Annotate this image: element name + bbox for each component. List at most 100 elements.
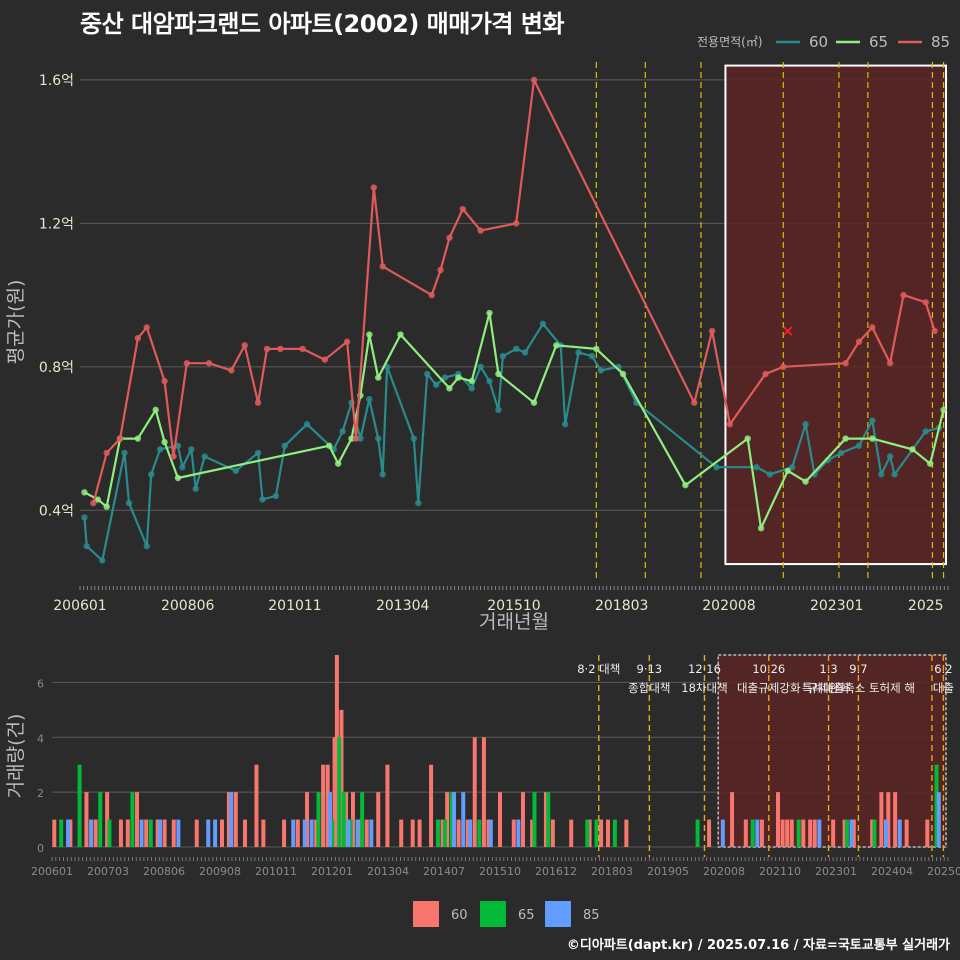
- policy-date-label: 6.2: [934, 662, 952, 676]
- data-point-85: [170, 453, 177, 460]
- volume-bar-60: [904, 819, 909, 847]
- policy-date-label: 12·16: [688, 662, 721, 676]
- volume-bar-60: [440, 819, 445, 847]
- data-point-60: [753, 464, 760, 471]
- volume-bar-60: [144, 819, 149, 847]
- volume-bar-85: [897, 819, 902, 847]
- policy-name-label: 18차대책: [681, 681, 727, 695]
- data-point-65: [530, 399, 538, 406]
- volume-bar-60: [233, 792, 238, 847]
- volume-bar-60: [339, 709, 344, 847]
- x-tick-label: 202110: [759, 865, 801, 878]
- data-point-60: [143, 542, 150, 550]
- data-point-60: [272, 492, 280, 500]
- volume-bar-60: [52, 819, 57, 847]
- volume-bar-60: [242, 819, 247, 847]
- data-point-60: [513, 345, 520, 353]
- policy-name-label: 대출규제강화: [737, 681, 801, 695]
- data-point-85: [869, 324, 876, 331]
- data-point-85: [437, 266, 444, 274]
- volume-bar-85: [468, 819, 473, 847]
- x-tick-label: 201510: [479, 865, 521, 878]
- data-point-60: [766, 471, 774, 478]
- volume-bar-85: [309, 819, 314, 847]
- volume-bar-65: [316, 792, 321, 847]
- data-point-85: [513, 220, 520, 227]
- y-tick-label: 6: [37, 677, 44, 690]
- price-chart-panel: 0.4억 0.8억 1.2억 1.6억 200601 200806 201011 201304…: [5, 62, 949, 633]
- volume-bar-60: [84, 792, 89, 847]
- volume-bar-85: [291, 819, 296, 847]
- data-point-85: [855, 338, 863, 345]
- legend-label-85: 85: [583, 908, 600, 923]
- y-axis-title: 거래량(건): [5, 714, 27, 799]
- y-axis-title: 평균가(원): [5, 280, 27, 365]
- series-line-65: [83, 311, 945, 530]
- policy-date-label: 1.3: [819, 662, 837, 676]
- data-point-85: [708, 327, 716, 335]
- volume-bar-60: [314, 819, 319, 847]
- source-footer: ©디아파트(dapt.kr) / 2025.07.16 / 자료=국토교통부 실…: [566, 938, 950, 953]
- data-point-60: [83, 542, 90, 550]
- volume-bar-60: [780, 819, 785, 847]
- data-point-65: [940, 406, 947, 414]
- data-point-85: [254, 399, 262, 406]
- legend-key-65: [480, 901, 506, 927]
- data-point-60: [375, 435, 382, 442]
- volume-bar-85: [936, 792, 941, 847]
- volume-bar-60: [282, 819, 287, 847]
- data-point-60: [886, 453, 894, 460]
- data-point-60: [81, 514, 88, 521]
- volume-bar-60: [254, 764, 259, 847]
- volume-bar-60: [456, 819, 461, 847]
- data-point-85: [90, 499, 97, 507]
- volume-bar-85: [817, 819, 822, 847]
- data-point-65: [348, 435, 355, 442]
- area-legend-bottom: 60 65 85: [413, 901, 600, 927]
- volume-bar-85: [849, 819, 854, 847]
- volume-bar-60: [775, 792, 780, 847]
- x-tick-label: 201803: [591, 865, 633, 878]
- volume-bar-60: [543, 792, 548, 847]
- data-point-85: [370, 184, 377, 191]
- data-point-60: [561, 421, 569, 428]
- data-point-60: [597, 367, 604, 374]
- policy-name-label: 규제완화: [807, 681, 850, 695]
- data-point-65: [103, 503, 110, 510]
- volume-bar-60: [569, 819, 574, 847]
- x-tick-label: 2025: [908, 598, 944, 614]
- data-point-65: [495, 370, 502, 378]
- data-point-85: [228, 367, 235, 374]
- volume-bar-60: [472, 737, 477, 847]
- volume-bar-60: [417, 819, 422, 847]
- volume-bar-60: [385, 764, 390, 847]
- data-point-60: [121, 449, 128, 457]
- data-point-65: [842, 435, 849, 442]
- volume-bar-85: [327, 792, 332, 847]
- volume-bar-60: [429, 764, 434, 847]
- data-point-65: [326, 442, 333, 449]
- data-point-85: [183, 360, 191, 367]
- volume-bar-65: [442, 819, 447, 847]
- volume-bar-60: [842, 819, 847, 847]
- volume-bar-60: [730, 792, 735, 847]
- volume-bar-85: [89, 819, 94, 847]
- data-point-85: [900, 291, 907, 299]
- policy-date-label: 9·13: [637, 662, 663, 676]
- volume-bar-60: [486, 819, 491, 847]
- volume-bar-60: [530, 819, 535, 847]
- chart-title: 중산 대암파크랜드 아파트(2002) 매매가격 변화: [80, 10, 565, 38]
- data-point-60: [424, 370, 431, 378]
- data-point-85: [299, 345, 306, 353]
- volume-bar-65: [130, 792, 135, 847]
- volume-bar-60: [321, 764, 326, 847]
- volume-bar-60: [261, 819, 266, 847]
- volume-bar-85: [488, 819, 493, 847]
- data-point-85: [842, 360, 849, 367]
- policy-date-label: 9.7: [849, 662, 867, 676]
- data-point-85: [931, 327, 938, 335]
- y-tick-label: 4: [37, 732, 44, 745]
- data-point-60: [254, 449, 262, 457]
- volume-bar-60: [481, 737, 486, 847]
